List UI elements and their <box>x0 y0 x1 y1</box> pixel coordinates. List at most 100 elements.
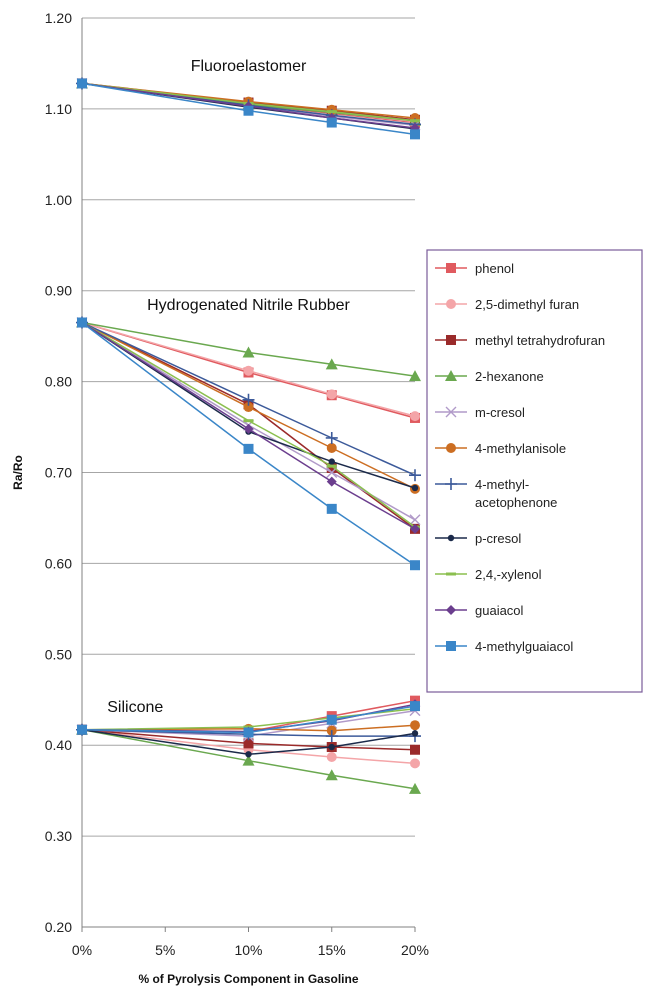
data-point <box>325 358 338 370</box>
data-point <box>325 769 338 781</box>
series-line <box>81 82 416 129</box>
series-4-methylguaiacol <box>77 78 420 738</box>
data-point <box>242 754 255 766</box>
data-point <box>328 458 335 465</box>
series-2-hexanone <box>76 77 421 794</box>
legend-label: methyl tetrahydrofuran <box>475 333 605 348</box>
series-2,5-dimethyl furan <box>77 78 420 769</box>
series-line <box>81 321 416 377</box>
series-line <box>81 728 416 765</box>
legend-item: 2,5-dimethyl furan <box>435 297 579 312</box>
data-point <box>326 462 337 473</box>
data-point <box>325 730 338 743</box>
x-tick-label: 15% <box>318 942 346 958</box>
legend-marker <box>447 534 455 542</box>
legend-marker <box>446 299 456 309</box>
data-point <box>77 78 87 89</box>
series-line <box>81 728 416 790</box>
legend-label: 4-methylguaiacol <box>475 639 573 654</box>
legend-marker <box>445 370 457 381</box>
legend-label: phenol <box>475 261 514 276</box>
data-point <box>409 782 421 794</box>
data-point <box>77 317 87 328</box>
legend-marker <box>446 443 456 453</box>
x-tick-label: 10% <box>234 942 262 958</box>
legend-marker <box>446 335 456 345</box>
data-point <box>243 105 254 116</box>
data-point <box>411 730 419 737</box>
legend-marker <box>446 263 456 273</box>
series-layer <box>76 77 421 794</box>
legend-label: 4-methylanisole <box>475 441 566 456</box>
series-line <box>81 724 416 732</box>
data-point <box>243 419 254 423</box>
y-tick-label: 1.20 <box>45 10 72 26</box>
x-tick-label: 20% <box>401 942 429 958</box>
group-annotation: Hydrogenated Nitrile Rubber <box>147 297 350 314</box>
legend-item: methyl tetrahydrofuran <box>435 333 605 348</box>
data-point <box>410 720 420 731</box>
data-point <box>326 714 337 725</box>
legend-item: m-cresol <box>435 405 525 420</box>
series-line <box>81 321 416 530</box>
data-point <box>325 431 338 444</box>
gridlines <box>82 17 415 928</box>
y-tick-label: 0.70 <box>45 465 72 481</box>
legend-label: 2,4,-xylenol <box>475 567 542 582</box>
legend-item: 2,4,-xylenol <box>435 567 542 582</box>
x-tick-label: 5% <box>155 942 175 958</box>
series-line <box>81 82 416 122</box>
series-line <box>81 321 416 490</box>
legend-label: m-cresol <box>475 405 525 420</box>
data-point <box>243 365 254 376</box>
legend-label: acetophenone <box>475 495 557 510</box>
legend-label: p-cresol <box>475 531 521 546</box>
legend-item: 4-methylanisole <box>435 441 566 456</box>
data-point <box>326 117 337 128</box>
y-tick-labels: 0.20 0.30 0.40 0.50 0.60 0.70 0.80 0.90 1.00 1.10… <box>45 10 72 935</box>
data-point <box>242 346 255 358</box>
data-point <box>409 469 421 482</box>
legend-marker <box>446 641 456 651</box>
series-line <box>81 321 416 476</box>
data-point <box>243 402 254 413</box>
data-point <box>243 423 254 434</box>
legend-item: phenol <box>435 261 514 276</box>
data-point <box>326 476 337 487</box>
data-point <box>326 464 337 468</box>
series-line <box>81 321 416 417</box>
data-point <box>245 751 252 758</box>
legend-item: 4-methyl-acetophenone <box>435 477 557 510</box>
legend-label: 2-hexanone <box>475 369 544 384</box>
data-point <box>411 484 419 492</box>
legend-label: guaiacol <box>475 603 524 618</box>
data-point <box>243 727 254 738</box>
series-line <box>81 728 415 737</box>
data-point <box>242 393 255 406</box>
series-line <box>81 728 416 756</box>
group-annotations: Fluoroelastomer Hydrogenated Nitrile Rubb… <box>107 58 350 716</box>
legend-item: p-cresol <box>435 531 521 546</box>
legend-label: 2,5-dimethyl furan <box>475 297 579 312</box>
series-line <box>81 82 416 119</box>
data-point <box>326 110 337 114</box>
y-tick-label: 0.40 <box>45 737 72 753</box>
data-point <box>326 503 337 514</box>
y-tick-label: 0.50 <box>45 646 72 662</box>
series-line <box>81 321 416 419</box>
group-annotation: Fluoroelastomer <box>191 58 307 75</box>
legend-marker <box>446 572 456 576</box>
legend-item: 4-methylguaiacol <box>435 639 573 654</box>
data-point <box>409 514 421 526</box>
x-tick-label: 0% <box>72 942 92 958</box>
axes <box>81 18 416 932</box>
data-point <box>410 701 420 712</box>
legend-item: guaiacol <box>435 603 524 618</box>
legend-marker <box>445 478 457 490</box>
y-tick-label: 1.00 <box>45 192 72 208</box>
series-methyl tetrahydrofuran <box>77 78 420 755</box>
data-point <box>410 560 420 571</box>
data-point <box>409 370 421 382</box>
data-point <box>410 744 420 755</box>
y-tick-label: 0.60 <box>45 555 72 571</box>
